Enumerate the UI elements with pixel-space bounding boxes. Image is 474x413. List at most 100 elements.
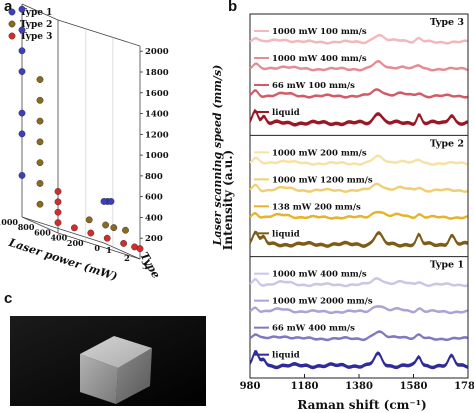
point-type-2-5 — [36, 180, 44, 187]
legend-label-2: Type 3 — [20, 32, 52, 42]
box-edge-0 — [21, 216, 105, 244]
spectrum-0-3 — [249, 108, 468, 127]
trace-label-0-0: 1000 mW 100 mm/s — [272, 27, 367, 37]
spectrum-2-0 — [249, 277, 468, 288]
raman-traces — [249, 33, 468, 370]
panel-b-label: b — [228, 0, 238, 15]
trace-label-2-1: 1000 mW 2000 mm/s — [272, 297, 373, 307]
point-type-2-6 — [36, 200, 44, 208]
raman-x-tick-label-4: 1780 — [454, 381, 474, 392]
z-tick-label-4: 1000 — [145, 151, 169, 161]
z-tick-label-1: 400 — [145, 213, 163, 223]
raman-x-tick-label-1: 1180 — [291, 381, 319, 392]
group-title-2: Type 1 — [430, 260, 464, 271]
trace-label-1-0: 1000 mW 200 mm/s — [272, 148, 367, 158]
trace-label-2-2: 66 mW 400 mm/s — [272, 324, 355, 334]
trace-label-1-2: 138 mW 200 mm/s — [272, 202, 361, 212]
point-type-3-7 — [120, 240, 128, 247]
trace-label-2-0: 1000 mW 400 mm/s — [272, 270, 367, 280]
raman-x-ticks: 980 1180 1380 1580 1780 — [240, 374, 474, 392]
x-tick-label-5: 1000 — [0, 217, 18, 227]
trace-label-1-1: 1000 mW 1200 mm/s — [272, 175, 373, 185]
spectrum-1-2 — [249, 210, 468, 220]
legend-marker-2 — [8, 32, 16, 40]
raman-spectra-chart: Type 3 1000 mW 100 mm/s 1000 mW 400 mm/s 66… — [221, 13, 474, 412]
z-tick-label-8: 1800 — [145, 68, 169, 78]
trace-label-2-3: liquid — [272, 351, 300, 361]
spectrum-2-2 — [249, 330, 468, 342]
panel-a-label: a — [4, 0, 13, 15]
box-edge-3 — [57, 232, 141, 260]
point-type-2-8 — [102, 221, 110, 229]
y-tick-label-1: 2 — [124, 254, 130, 264]
point-type-3-6 — [103, 234, 111, 242]
3d-axes-box — [21, 3, 141, 260]
point-type-2-2 — [36, 117, 44, 125]
legend-label-1: Type 2 — [20, 20, 52, 30]
scatter-legend: Type 1 Type 2 Type 3 — [8, 8, 52, 42]
point-type-2-4 — [36, 159, 44, 167]
x-axis-title: Laser power (mW) — [6, 236, 119, 284]
point-type-1-6 — [18, 172, 26, 179]
spectrum-2-1 — [249, 305, 468, 315]
point-type-1-8 — [107, 198, 115, 205]
legend-label-0: Type 1 — [20, 8, 52, 18]
raman-x-tick-label-3: 1580 — [400, 381, 428, 392]
x-tick-label-2: 400 — [50, 233, 67, 243]
point-type-1-9 — [100, 198, 108, 205]
point-type-1-3 — [18, 68, 26, 75]
spectrum-1-0 — [249, 154, 468, 166]
box-edge-7 — [21, 3, 59, 21]
z-tick-label-3: 800 — [145, 172, 163, 182]
z-axis-title: Laser scanning speed (mm/s) — [211, 65, 224, 247]
trace-label-0-2: 66 mW 100 mm/s — [272, 81, 355, 91]
raman-y-axis-title: Intensity (a.u.) — [221, 150, 235, 250]
x-tick-label-1: 200 — [67, 238, 84, 248]
point-type-3-4 — [71, 224, 78, 232]
spectrum-2-3 — [249, 350, 468, 370]
point-type-3-0 — [54, 188, 62, 195]
point-type-1-1 — [18, 26, 26, 34]
z-tick-label-9: 2000 — [145, 47, 169, 57]
trace-label-0-1: 1000 mW 400 mm/s — [272, 54, 367, 64]
point-type-2-0 — [36, 76, 44, 83]
point-type-3-2 — [54, 208, 62, 216]
y-tick-label-0: 1 — [106, 246, 112, 256]
spectrum-1-3 — [249, 230, 468, 248]
scatter-points — [18, 5, 144, 253]
point-type-3-1 — [54, 198, 62, 206]
z-tick-label-7: 1600 — [145, 89, 169, 99]
panel-c-label: c — [4, 290, 13, 307]
x-tick-label-4: 800 — [18, 222, 35, 232]
y-tick-label-2: 3 — [142, 262, 148, 272]
cube-left-face — [80, 354, 118, 404]
box-edge-2 — [21, 216, 59, 234]
point-type-1-2 — [18, 47, 26, 55]
z-tick-label-6: 1400 — [145, 110, 169, 120]
group-title-0: Type 3 — [430, 17, 464, 28]
cube-right-face — [116, 348, 152, 404]
raman-x-axis-title: Raman shift (cm⁻¹) — [297, 398, 426, 412]
point-type-1-4 — [18, 109, 26, 117]
raman-x-tick-label-2: 1380 — [345, 381, 373, 392]
raman-trace-labels: Type 3 1000 mW 100 mm/s 1000 mW 400 mm/s 66… — [254, 17, 464, 361]
box-edge-1 — [103, 242, 141, 260]
z-tick-label-0: 200 — [145, 234, 163, 244]
raman-x-tick-label-0: 980 — [240, 381, 261, 392]
spectrum-1-1 — [249, 182, 468, 193]
point-type-3-9 — [136, 245, 144, 253]
point-type-2-3 — [36, 138, 44, 146]
cube-photo — [10, 316, 206, 406]
point-type-1-5 — [18, 130, 26, 138]
z-tick-label-5: 1200 — [145, 130, 169, 140]
z-tick-label-2: 600 — [145, 193, 163, 203]
point-type-1-0 — [18, 5, 26, 13]
box-edge-8 — [57, 19, 141, 47]
group-title-1: Type 2 — [430, 138, 464, 149]
point-type-2-7 — [85, 216, 93, 224]
point-type-2-10 — [122, 226, 129, 234]
spectrum-0-1 — [249, 60, 468, 72]
3d-axis-ticks: 2004006008001000120014001600180020000200… — [0, 47, 169, 272]
trace-label-0-3: liquid — [272, 108, 300, 118]
